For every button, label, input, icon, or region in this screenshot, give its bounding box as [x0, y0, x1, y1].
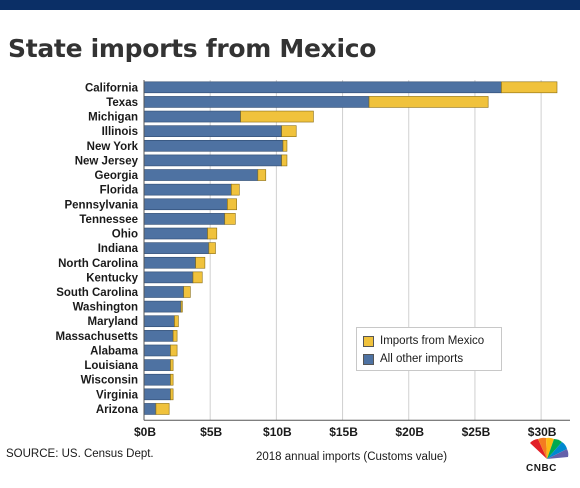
legend-label-other: All other imports	[380, 353, 464, 365]
x-axis-label: 2018 annual imports (Customs value)	[256, 451, 448, 463]
legend: Imports from Mexico All other imports	[356, 327, 502, 371]
bar-mexico-imports	[231, 183, 240, 196]
top-accent-bar	[0, 0, 580, 10]
bar-mexico-imports	[281, 154, 288, 167]
bar-mexico-imports	[170, 373, 174, 386]
category-label: Tennessee	[79, 214, 138, 226]
category-label: Indiana	[98, 243, 139, 255]
bar-other-imports	[143, 96, 370, 108]
x-tick-label: $5B	[200, 425, 222, 439]
peacock-logo-icon	[530, 437, 569, 459]
bar-other-imports	[143, 403, 157, 415]
category-label: Pennsylvania	[64, 199, 138, 211]
bar-mexico-imports	[155, 403, 170, 415]
bar-other-imports	[143, 242, 210, 254]
source-note: SOURCE: US. Census Dept.	[6, 448, 154, 460]
bars	[143, 81, 558, 415]
bar-other-imports	[143, 139, 284, 152]
category-label: North Carolina	[58, 258, 138, 270]
bar-mexico-imports	[501, 81, 558, 94]
bar-mexico-imports	[170, 344, 178, 357]
logo-wordmark: CNBC	[526, 463, 557, 474]
category-label: Michigan	[88, 112, 138, 124]
category-label: Alabama	[90, 345, 139, 357]
bar-other-imports	[143, 125, 282, 137]
bar-other-imports	[143, 183, 232, 196]
category-label: Arizona	[96, 404, 139, 416]
bar-other-imports	[143, 271, 194, 284]
bar-mexico-imports	[207, 227, 218, 240]
bar-mexico-imports	[180, 300, 183, 313]
bar-mexico-imports	[170, 388, 174, 401]
bar-other-imports	[143, 330, 174, 342]
category-label: South Carolina	[56, 287, 138, 299]
bar-other-imports	[143, 169, 259, 181]
bar-other-imports	[143, 154, 282, 167]
x-tick-label: $20B	[395, 425, 424, 439]
bar-mexico-imports	[368, 96, 489, 108]
x-tick-label: $10B	[263, 425, 292, 439]
category-label: Kentucky	[86, 272, 138, 284]
bar-mexico-imports	[240, 110, 314, 123]
bar-mexico-imports	[195, 256, 206, 269]
category-label: New York	[87, 141, 139, 153]
bar-other-imports	[143, 315, 175, 328]
tick-labels: $0B $5B $10B $15B $20B $25B $30B	[134, 425, 557, 439]
bar-mexico-imports	[183, 286, 191, 298]
category-label: Georgia	[95, 170, 139, 182]
category-label: California	[85, 82, 139, 94]
bar-other-imports	[143, 344, 171, 357]
category-label: New Jersey	[75, 155, 139, 167]
x-tick-label: $25B	[462, 425, 491, 439]
category-label: Louisiana	[84, 360, 138, 372]
category-label: Ohio	[112, 229, 138, 241]
bar-mexico-imports	[281, 125, 297, 137]
category-label: Maryland	[88, 316, 139, 328]
bar-mexico-imports	[282, 139, 288, 152]
bar-mexico-imports	[172, 330, 178, 342]
category-label: Texas	[106, 97, 138, 109]
bar-other-imports	[143, 286, 185, 298]
axes	[143, 80, 570, 421]
bar-mexico-imports	[227, 198, 237, 211]
bar-mexico-imports	[174, 315, 179, 328]
legend-label-mexico: Imports from Mexico	[380, 335, 485, 347]
category-label: Washington	[73, 302, 138, 314]
x-tick-label: $30B	[528, 425, 557, 439]
bar-mexico-imports	[170, 359, 174, 371]
bar-other-imports	[143, 110, 241, 123]
category-label: Massachusetts	[56, 331, 138, 343]
bar-mexico-imports	[192, 271, 203, 284]
bar-mexico-imports	[257, 169, 267, 181]
legend-item-mexico: Imports from Mexico	[363, 332, 495, 350]
bar-mexico-imports	[224, 213, 236, 225]
category-label: Florida	[100, 185, 139, 197]
legend-swatch-other	[363, 353, 374, 365]
bar-other-imports	[143, 213, 226, 225]
category-label: Illinois	[102, 126, 138, 138]
x-tick-label: $15B	[329, 425, 358, 439]
chart-title: State imports from Mexico	[8, 34, 377, 63]
category-label: Wisconsin	[81, 375, 138, 387]
bar-other-imports	[143, 198, 228, 211]
category-label: Virginia	[96, 389, 139, 401]
bar-other-imports	[143, 300, 182, 313]
category-labels: California Texas Michigan Illinois New York N…	[56, 82, 139, 416]
bar-other-imports	[143, 388, 171, 401]
bar-mexico-imports	[208, 242, 216, 254]
bar-other-imports	[143, 359, 171, 371]
bar-other-imports	[143, 256, 196, 269]
legend-item-other: All other imports	[363, 350, 495, 368]
bar-other-imports	[143, 373, 171, 386]
bar-other-imports	[143, 81, 502, 94]
x-tick-label: $0B	[134, 425, 156, 439]
legend-swatch-mexico	[363, 335, 374, 347]
bar-other-imports	[143, 227, 208, 240]
